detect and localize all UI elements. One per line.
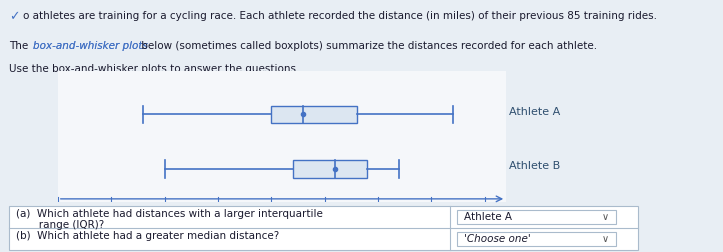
Bar (271, 106, 356, 123)
Text: o athletes are training for a cycling race. Each athlete recorded the distance (: o athletes are training for a cycling ra… (23, 11, 657, 21)
Text: (b)  Which athlete had a greater median distance?: (b) Which athlete had a greater median d… (16, 231, 279, 241)
Text: The: The (9, 41, 31, 51)
Text: 15: 15 (158, 206, 171, 216)
Text: Athlete B: Athlete B (509, 161, 560, 171)
Text: 35: 35 (372, 206, 385, 216)
Text: box-and-whisker plots: box-and-whisker plots (33, 41, 148, 51)
Text: 10: 10 (105, 206, 118, 216)
Text: 5: 5 (54, 206, 61, 216)
Text: 20: 20 (211, 206, 225, 216)
FancyBboxPatch shape (9, 206, 638, 250)
Text: Athlete A: Athlete A (464, 212, 512, 222)
Bar (293, 160, 367, 178)
Text: below (sometimes called boxplots) summarize the distances recorded for each athl: below (sometimes called boxplots) summar… (138, 41, 597, 51)
Text: box-and-whisker plots: box-and-whisker plots (33, 41, 148, 51)
Text: Athlete A: Athlete A (509, 107, 560, 116)
Text: ∨: ∨ (602, 212, 609, 222)
Text: 25: 25 (265, 206, 278, 216)
Text: 45: 45 (478, 206, 492, 216)
Text: (a)  Which athlete had distances with a larger interquartile
       range (IQR)?: (a) Which athlete had distances with a l… (16, 209, 322, 230)
Text: 30: 30 (318, 206, 331, 216)
Text: Use the box-and-whisker plots to answer the questions.: Use the box-and-whisker plots to answer … (9, 64, 299, 74)
FancyBboxPatch shape (457, 210, 616, 224)
Text: ✓: ✓ (9, 11, 20, 24)
Text: 'Choose one': 'Choose one' (464, 234, 531, 244)
Text: 40: 40 (425, 206, 438, 216)
X-axis label: Distance (in miles): Distance (in miles) (184, 238, 308, 251)
FancyBboxPatch shape (457, 232, 616, 246)
Text: ∨: ∨ (602, 234, 609, 244)
